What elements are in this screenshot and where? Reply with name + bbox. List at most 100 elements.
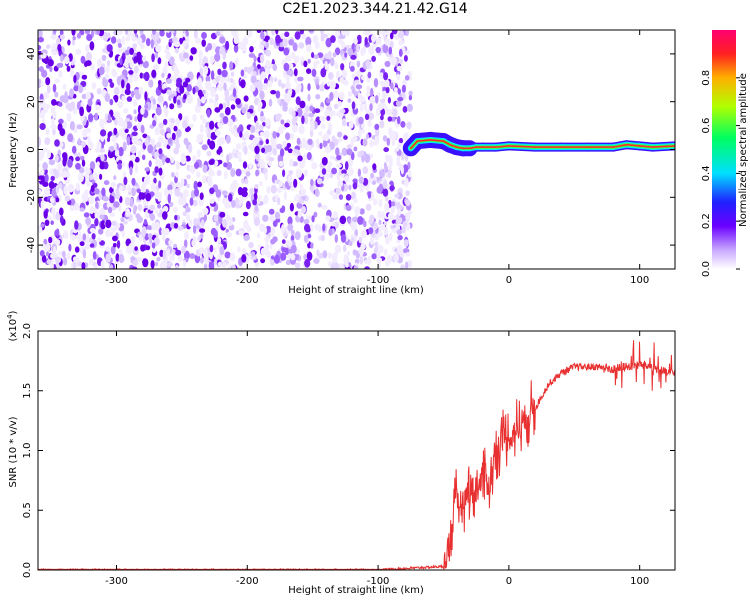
noise-speckle (219, 152, 224, 158)
colorbar-tick-label: 0.4 (701, 165, 712, 181)
noise-speckle (222, 190, 228, 196)
noise-speckle (377, 210, 382, 219)
noise-speckle (390, 130, 397, 140)
noise-speckle (286, 142, 291, 148)
noise-speckle (282, 38, 288, 48)
noise-speckle (347, 98, 352, 103)
noise-speckle (162, 205, 169, 213)
noise-speckle (319, 115, 326, 122)
noise-speckle (320, 30, 324, 35)
noise-speckle (166, 89, 173, 95)
noise-speckle (89, 41, 95, 51)
noise-speckle (111, 181, 116, 189)
top-x-tick-label: -300 (105, 275, 128, 286)
noise-speckle (343, 135, 348, 140)
noise-speckle (205, 80, 211, 90)
noise-speckle (346, 251, 350, 256)
noise-speckle (396, 73, 401, 81)
noise-speckle (364, 153, 371, 163)
noise-speckle (182, 259, 187, 268)
noise-speckle (109, 98, 114, 106)
noise-speckle (373, 198, 378, 206)
noise-speckle (327, 50, 332, 60)
noise-speckle (46, 44, 51, 49)
noise-speckle (284, 247, 290, 255)
noise-speckle (96, 58, 103, 68)
noise-speckle (173, 125, 178, 132)
noise-speckle (275, 218, 281, 223)
noise-speckle (44, 137, 51, 146)
noise-speckle (270, 90, 277, 95)
noise-speckle (347, 158, 353, 168)
noise-speckle (351, 237, 355, 242)
noise-speckle (124, 89, 131, 96)
noise-speckle (63, 230, 69, 240)
noise-speckle (264, 235, 270, 243)
noise-speckle (106, 44, 113, 53)
noise-speckle (396, 100, 402, 107)
noise-speckle (357, 168, 362, 177)
noise-speckle (313, 258, 320, 264)
noise-speckle (383, 162, 387, 169)
noise-speckle (209, 198, 215, 204)
noise-speckle (157, 95, 164, 103)
noise-speckle (365, 59, 371, 69)
bottom-y-tick-label: 0.5 (22, 502, 33, 518)
noise-speckle (202, 207, 209, 215)
noise-speckle (278, 181, 284, 187)
noise-speckle (282, 169, 286, 177)
noise-speckle (378, 183, 384, 192)
noise-speckle (215, 93, 219, 102)
noise-speckle (105, 219, 112, 229)
noise-speckle (240, 69, 245, 77)
noise-speckle (199, 257, 204, 264)
noise-speckle (405, 30, 409, 37)
noise-speckle (391, 30, 398, 35)
noise-speckle (165, 52, 171, 60)
noise-speckle (168, 239, 174, 246)
noise-speckle (235, 203, 240, 209)
noise-speckle (180, 178, 185, 186)
noise-speckle (330, 57, 335, 67)
noise-speckle (81, 93, 88, 100)
noise-speckle (176, 77, 183, 85)
noise-speckle (64, 56, 70, 65)
noise-speckle (100, 220, 106, 230)
noise-speckle (299, 100, 306, 109)
noise-speckle (360, 75, 366, 81)
noise-speckle (283, 191, 288, 201)
noise-speckle (227, 118, 234, 128)
noise-speckle (186, 94, 193, 104)
noise-speckle (311, 52, 315, 59)
noise-speckle (58, 101, 63, 107)
noise-speckle (142, 60, 149, 69)
noise-speckle (379, 72, 384, 80)
noise-speckle (128, 242, 135, 250)
noise-speckle (67, 133, 74, 143)
noise-speckle (294, 262, 301, 269)
noise-speckle (162, 249, 167, 260)
noise-speckle (229, 77, 234, 84)
noise-speckle (356, 43, 360, 53)
noise-speckle (88, 113, 94, 123)
noise-speckle (306, 251, 313, 261)
noise-speckle (197, 181, 203, 188)
noise-speckle (197, 217, 201, 226)
noise-speckle (280, 32, 286, 40)
noise-speckle (77, 84, 84, 94)
noise-speckle (216, 149, 221, 155)
noise-speckle (309, 105, 314, 112)
noise-speckle (401, 84, 406, 94)
noise-speckle (55, 211, 61, 221)
noise-speckle (306, 152, 312, 161)
noise-speckle (274, 211, 280, 220)
noise-speckle (121, 161, 126, 167)
noise-speckle (303, 218, 310, 225)
noise-speckle (255, 169, 260, 177)
noise-speckle (329, 190, 335, 196)
noise-speckle (260, 247, 267, 256)
noise-speckle (380, 108, 386, 116)
noise-speckle (248, 162, 253, 169)
noise-speckle (192, 154, 197, 164)
noise-speckle (301, 205, 307, 214)
